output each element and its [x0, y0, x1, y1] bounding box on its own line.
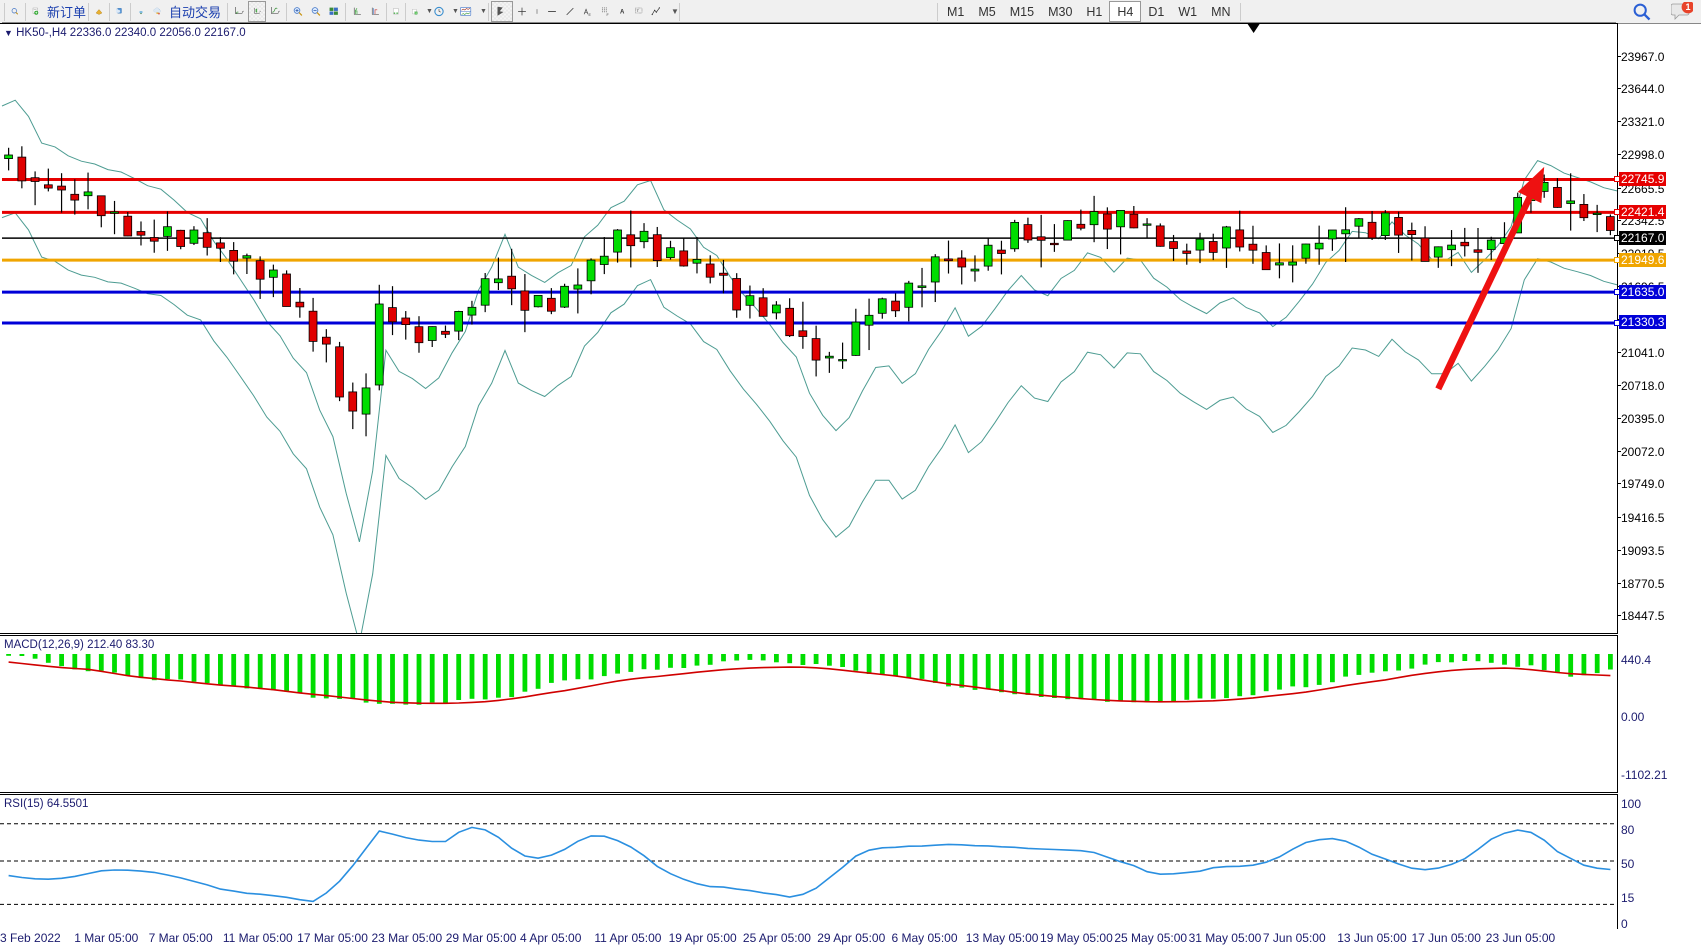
- svg-text:A: A: [620, 10, 625, 16]
- svg-text:E: E: [589, 13, 592, 17]
- svg-text:T: T: [637, 8, 640, 13]
- svg-text:1: 1: [1685, 2, 1690, 12]
- svg-text:F: F: [607, 13, 610, 17]
